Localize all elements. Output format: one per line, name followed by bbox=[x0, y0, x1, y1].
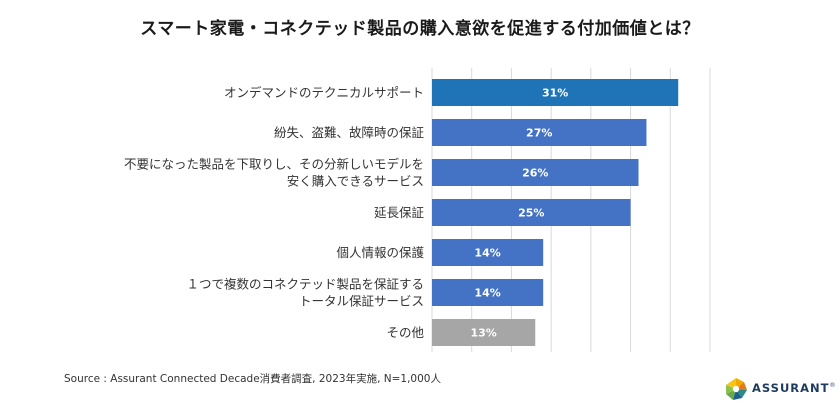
chart-title: スマート家電・コネクテッド製品の購入意欲を促進する付加価値とは？ bbox=[140, 19, 700, 39]
bar-value-label: 14% bbox=[474, 287, 500, 300]
bar bbox=[432, 239, 544, 266]
bar bbox=[432, 79, 679, 106]
bar-value-label: 25% bbox=[518, 207, 544, 220]
source-note: Source : Assurant Connected Decade消費者調査,… bbox=[64, 373, 441, 385]
assurant-logo: ASSURANT® bbox=[724, 377, 836, 401]
category-label: 紛失、盗難、故障時の保証 bbox=[274, 125, 425, 140]
category-label: 延長保証 bbox=[374, 205, 425, 220]
category-label: オンデマンドのテクニカルサポート bbox=[224, 85, 424, 100]
category-label: 不要になった製品を下取りし、その分新しいモデルを bbox=[124, 157, 424, 172]
bar bbox=[432, 159, 639, 186]
bars: 31% 27% 26% 25% 14% 14% 13% bbox=[432, 79, 679, 346]
bar-value-label: 14% bbox=[474, 247, 500, 260]
bar bbox=[432, 119, 647, 146]
category-label: トータル保証サービス bbox=[299, 294, 424, 309]
bar bbox=[432, 199, 631, 226]
bar-value-label: 27% bbox=[526, 127, 552, 140]
bar-value-label: 13% bbox=[470, 327, 496, 340]
assurant-logo-icon bbox=[726, 378, 747, 400]
bar-value-label: 26% bbox=[522, 167, 548, 180]
category-labels: オンデマンドのテクニカルサポート紛失、盗難、故障時の保証不要になった製品を下取り… bbox=[124, 85, 425, 340]
logo-text: ASSURANT® bbox=[752, 381, 837, 395]
bar-value-label: 31% bbox=[542, 87, 568, 100]
category-label: 安く購入できるサービス bbox=[287, 174, 424, 189]
category-label: その他 bbox=[386, 325, 424, 340]
category-label: １つで複数のコネクテッド製品を保証する bbox=[186, 277, 424, 292]
bar bbox=[432, 319, 536, 346]
category-label: 個人情報の保護 bbox=[336, 245, 424, 260]
bar bbox=[432, 279, 544, 306]
